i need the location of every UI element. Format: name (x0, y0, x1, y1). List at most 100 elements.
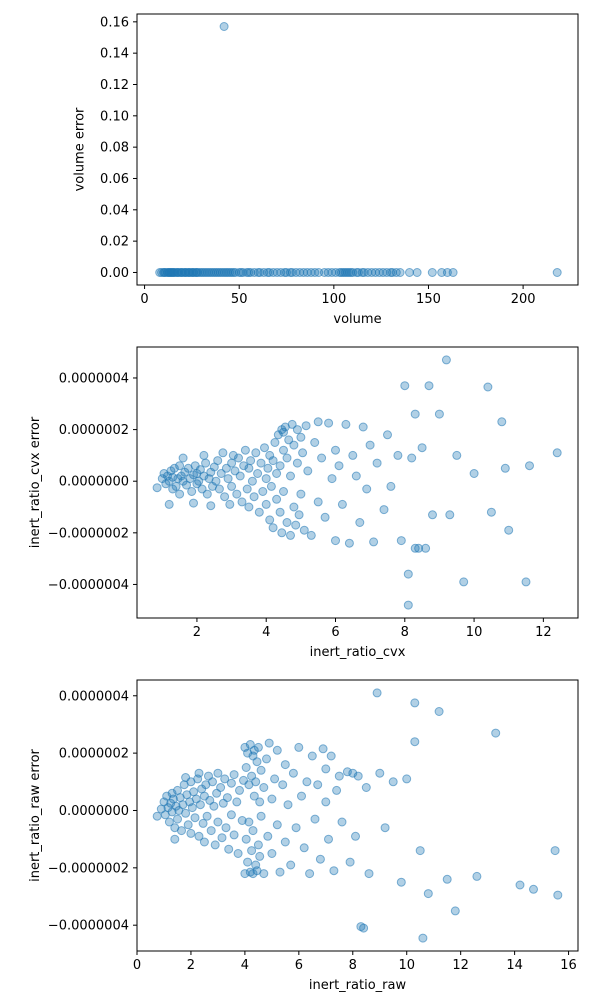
scatter-point (249, 492, 259, 502)
scatter-point (228, 450, 238, 460)
scatter-point (237, 497, 247, 507)
scatter-point (361, 783, 371, 792)
scatter-point (423, 889, 433, 899)
scatter-point (265, 515, 275, 525)
scatter-point (270, 438, 280, 447)
scatter-point (362, 484, 372, 494)
scatter-point (403, 569, 413, 579)
scatter-point (284, 435, 294, 445)
scatter-point (403, 600, 413, 610)
x-axis-label: inert_ratio_raw (309, 978, 407, 993)
scatter-point (393, 450, 403, 460)
scatter-point (552, 448, 562, 458)
scatter-point (251, 448, 261, 458)
scatter-point (286, 530, 295, 540)
scatter-point (310, 814, 320, 824)
scatter-point (332, 785, 342, 795)
x-tick-label: 10 (398, 958, 415, 973)
x-tick-label: 6 (331, 625, 339, 640)
scatter-point (244, 463, 254, 473)
x-axis-label: inert_ratio_cvx (310, 645, 406, 660)
scatter-point (359, 923, 369, 933)
y-tick-label: 0.0000000 (59, 804, 129, 819)
scatter-point (402, 774, 412, 784)
y-tick-label: 0.0000002 (59, 747, 129, 762)
y-tick-label: 0.0000002 (59, 423, 129, 438)
scatter-point (315, 854, 325, 864)
plot-frame (136, 346, 579, 619)
scatter-point (375, 768, 385, 778)
scatter-point (299, 525, 309, 535)
scatter-point (310, 438, 320, 447)
scatter-point (417, 443, 427, 453)
scatter-point (268, 523, 278, 533)
y-tick-label: −0.0000002 (48, 526, 129, 541)
scatter-point (272, 494, 282, 504)
scatter-point (261, 499, 271, 509)
scatter-point (459, 577, 469, 587)
scatter-point (170, 834, 180, 844)
scatter-point (199, 471, 209, 481)
scatter-point (351, 831, 360, 841)
scatter-point (202, 811, 212, 821)
scatter-point (206, 826, 216, 836)
scatter-point (500, 463, 510, 473)
x-tick-label: 2 (187, 958, 195, 973)
scatter-point (445, 510, 455, 520)
scatter-point (244, 502, 254, 512)
scatter-point (288, 768, 298, 778)
scatter-point (275, 507, 285, 517)
y-axis-label: inert_ratio_cvx error (28, 416, 43, 548)
scatter-point (209, 801, 219, 811)
scatter-point (211, 476, 221, 486)
scatter-point (213, 456, 223, 466)
scatter-point (195, 800, 205, 810)
scatter-point (249, 791, 259, 801)
scatter-point (275, 461, 285, 471)
scatter-point (240, 445, 250, 455)
scatter-point (353, 771, 363, 781)
scatter-point (442, 874, 452, 884)
scatter-point (282, 518, 292, 527)
scatter-point (345, 857, 355, 867)
scatter-point (334, 461, 344, 471)
scatter-point (168, 472, 178, 482)
scatter-point (299, 843, 309, 853)
x-tick-label: 4 (241, 958, 249, 973)
scatter-point (286, 860, 296, 870)
scatter-point (233, 849, 243, 858)
scatter-point (173, 814, 182, 824)
y-tick-label: 0.06 (100, 172, 129, 187)
scatter-point (369, 537, 379, 547)
scatter-point (229, 770, 239, 780)
scatter-point (190, 813, 200, 823)
scatter-point (247, 476, 257, 486)
scatter-point (294, 742, 304, 752)
scatter-point (302, 777, 312, 787)
scatter-point (227, 481, 237, 491)
scatter-point (247, 846, 257, 856)
scatter-point (243, 857, 253, 867)
scatter-point (206, 501, 216, 511)
x-tick-label: 150 (416, 292, 441, 307)
scatter-point (448, 268, 458, 277)
y-tick-label: 0.0000000 (59, 475, 129, 490)
scatter-point (186, 828, 196, 838)
scatter-point (199, 450, 209, 460)
chart-inert-ratio-raw-error: 0 2 4 6 8 10 12 14 16 −0.0000004 −0.0000002 0.00000… (0, 666, 600, 999)
scatter-point (175, 461, 185, 471)
scatter-point (313, 497, 323, 507)
scatter-point (380, 823, 390, 833)
scatter-point (279, 487, 288, 496)
scatter-point (194, 831, 204, 841)
scatter-point (253, 840, 263, 850)
scatter-point (529, 884, 538, 894)
scatter-point (241, 763, 251, 772)
scatter-point (279, 445, 288, 455)
scatter-point (221, 823, 231, 833)
scatter-point (469, 469, 479, 478)
scatter-point (259, 869, 269, 879)
scatter-point (321, 797, 331, 807)
scatter-point (388, 777, 398, 787)
